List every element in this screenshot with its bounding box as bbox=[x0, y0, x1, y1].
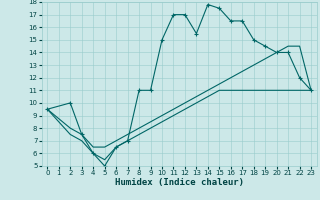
X-axis label: Humidex (Indice chaleur): Humidex (Indice chaleur) bbox=[115, 178, 244, 187]
